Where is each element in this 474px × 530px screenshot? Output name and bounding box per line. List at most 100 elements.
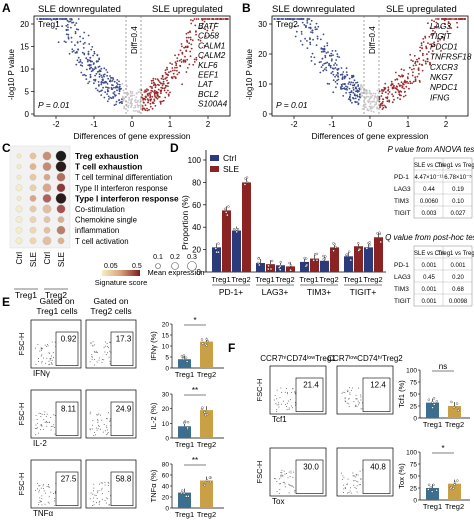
flow-event [92,497,94,499]
data-point [279,260,282,264]
flow-event [108,504,110,506]
dotplot-dot [16,164,22,169]
flow-event [51,341,53,343]
volcano-point [72,50,75,52]
volcano-point [113,86,115,89]
volcano-point [433,20,435,23]
panel-e-col-title-2b: Treg2 cells [90,306,131,316]
volcano-point [408,66,411,69]
table-cell: 4.47×10⁻¹¹ [414,175,443,181]
volcano-point [158,81,161,83]
volcano-point [346,73,348,76]
volcano-point [61,25,63,28]
flow-event [341,478,343,480]
data-point [209,480,212,484]
flow-event [48,487,50,489]
volcano-point [111,80,114,82]
volcano-point [383,104,385,107]
volcano-point [160,92,162,95]
volcano-point [166,66,168,69]
data-point [245,180,249,184]
x-tick-label: -2 [52,120,60,129]
flow-event [96,414,98,416]
data-point [303,256,306,260]
flow-event [286,392,288,394]
volcano-point [311,52,314,55]
panel-a-xlabel: Differences of gene expression [73,131,190,141]
volcano-point [150,82,153,84]
volcano-point [137,106,140,108]
flow-event [294,491,296,493]
dotplot-dot [42,204,52,214]
volcano-point [320,47,323,49]
flow-event [352,472,354,474]
volcano-point [216,18,218,20]
volcano-point [157,96,160,98]
volcano-point [134,110,137,112]
volcano-point [421,54,424,57]
volcano-point [343,87,346,90]
volcano-point [69,18,71,20]
volcano-point [332,54,334,56]
volcano-point [186,39,188,42]
volcano-point [102,79,104,82]
volcano-point [95,72,98,75]
volcano-point [353,79,356,82]
volcano-point [323,45,326,48]
panel-d-bars [212,176,383,272]
flow-event [288,471,290,473]
flow-event [97,420,99,422]
bar-ylabel: Tox (%) [397,463,406,489]
flow-event [37,482,39,484]
volcano-point [300,30,303,33]
flow-event [356,485,358,487]
flow-event [96,429,98,431]
flow-event [281,469,283,471]
flow-percent: 0.92 [61,335,77,344]
table-cell: TIM3 [394,198,409,205]
flow-event [105,425,107,427]
volcano-point [371,107,374,109]
volcano-point [115,86,117,88]
volcano-point [89,73,92,76]
group-label: Treg1 [299,275,318,284]
volcano-point [134,98,137,101]
data-point [431,401,434,404]
flow-event [54,497,56,499]
volcano-point [418,57,420,60]
volcano-point [112,96,114,98]
volcano-point [343,76,346,79]
volcano-point [221,18,223,20]
flow-event [280,387,282,389]
flow-event [344,487,346,489]
volcano-point [81,51,84,54]
volcano-point [174,61,177,63]
dotplot-dot [15,205,23,213]
volcano-point [341,85,343,87]
volcano-point [353,84,355,87]
flow-event [92,493,94,495]
data-point [257,257,260,260]
volcano-point [328,83,331,85]
flow-percent: 8.11 [61,405,77,414]
volcano-point [104,91,107,94]
volcano-point [379,106,381,109]
volcano-point [128,99,131,101]
volcano-point [94,79,97,82]
volcano-point [352,91,355,94]
flow-event [98,413,100,415]
volcano-point [82,74,84,76]
volcano-point [81,62,83,64]
y-tick-label: 60 [162,473,170,480]
flow-event [38,358,40,360]
volcano-point [103,73,106,76]
volcano-point [132,110,135,112]
flow-event [100,414,102,416]
volcano-point [102,81,105,84]
data-point [235,228,238,231]
volcano-point [161,84,164,87]
volcano-point [68,20,70,23]
